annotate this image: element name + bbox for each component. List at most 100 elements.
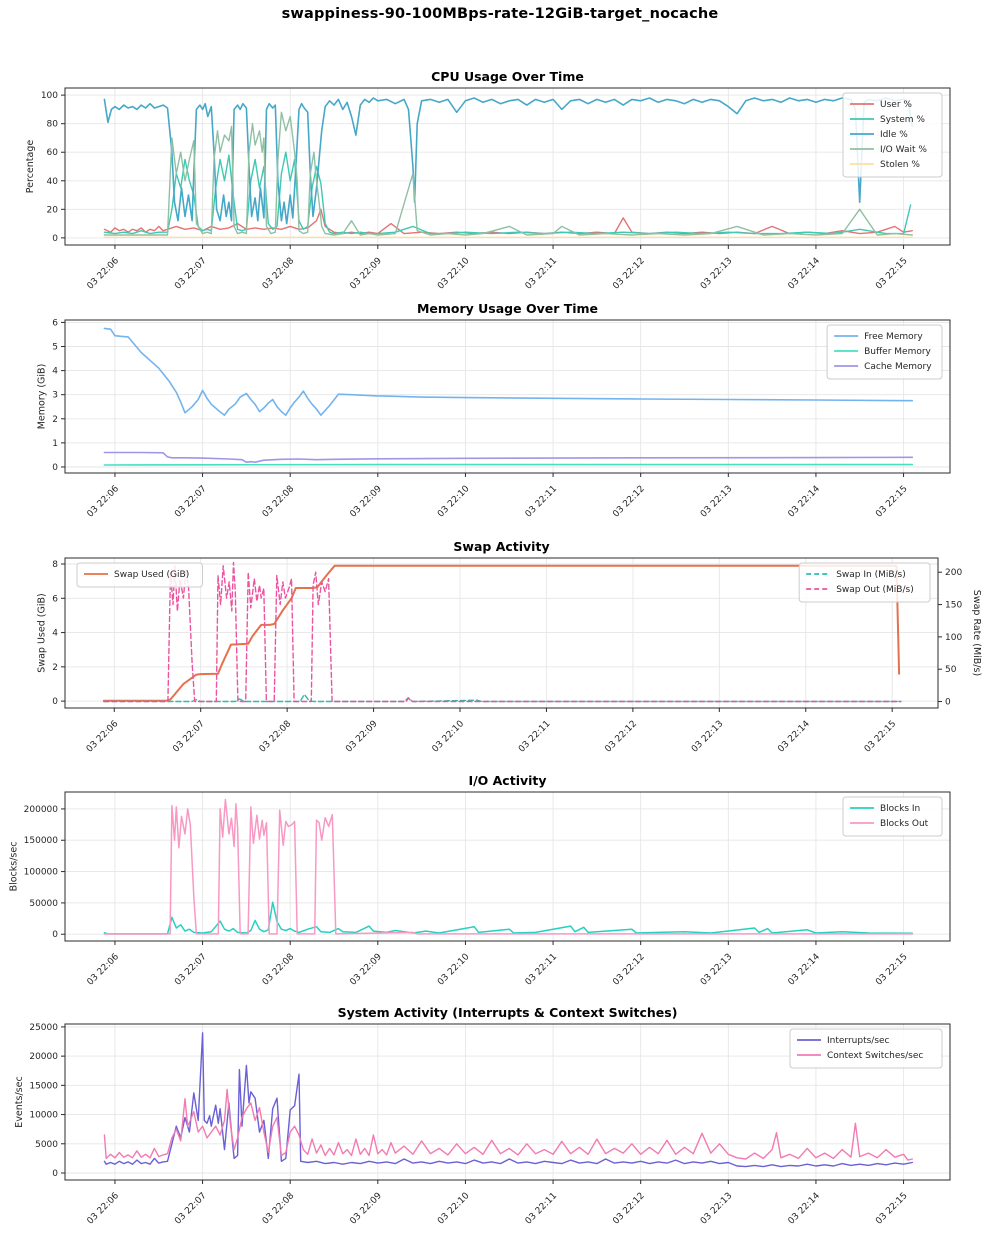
plot-border [64,1023,951,1181]
svg-text:03 22:12: 03 22:12 [603,719,639,755]
svg-text:03 22:10: 03 22:10 [431,719,467,755]
svg-text:03 22:14: 03 22:14 [787,256,823,292]
svg-text:03 22:14: 03 22:14 [787,1191,823,1227]
svg-text:40: 40 [47,177,59,187]
svg-text:03 22:10: 03 22:10 [436,952,472,988]
svg-text:03 22:06: 03 22:06 [85,719,121,755]
svg-text:03 22:07: 03 22:07 [173,1191,209,1227]
y2-axis: 0 50 100 150 200 [938,568,962,708]
svg-text:03 22:14: 03 22:14 [787,952,823,988]
y2-axis-label: Swap Rate (MiB/s) [971,590,982,676]
svg-text:03 22:14: 03 22:14 [776,719,812,755]
svg-text:6: 6 [52,318,58,328]
svg-text:150000: 150000 [24,836,59,846]
legend: Swap Used (GiB) [76,562,203,588]
x-axis: 03 22:06 03 22:07 03 22:08 03 22:09 03 22:10… [86,245,910,292]
svg-text:0: 0 [52,234,58,244]
y-axis: 0 2 4 6 8 [52,560,65,707]
legend-label-stolen: Stolen % [880,160,920,170]
svg-text:150: 150 [945,601,962,611]
svg-text:03 22:11: 03 22:11 [524,256,560,292]
chart-cpu-usage-over-time: 03 22:06 03 22:07 03 22:08 03 22:09 03 22:10… [25,69,951,292]
svg-text:03 22:12: 03 22:12 [611,1191,647,1227]
svg-text:0: 0 [52,463,58,473]
y-axis-label: Percentage [25,140,36,194]
svg-text:03 22:07: 03 22:07 [173,952,209,988]
svg-text:03 22:09: 03 22:09 [344,719,380,755]
legend-label-blocks-out: Blocks Out [880,819,929,829]
gridlines [65,792,950,941]
legend-label-swap-in-mib-s: Swap In (MiB/s) [836,570,906,580]
plot-border [64,87,951,246]
svg-text:0: 0 [52,697,58,707]
x-axis: 03 22:06 03 22:07 03 22:08 03 22:09 03 22:10… [86,941,910,988]
legend: User % System % Idle % I/O Wait % Stolen % [842,92,943,178]
svg-text:03 22:08: 03 22:08 [261,484,297,520]
chart-title: Memory Usage Over Time [417,301,598,316]
series-idle [103,97,914,225]
svg-text:03 22:11: 03 22:11 [524,952,560,988]
svg-text:03 22:06: 03 22:06 [86,484,122,520]
svg-text:2: 2 [52,415,58,425]
svg-text:03 22:08: 03 22:08 [258,719,294,755]
svg-text:03 22:15: 03 22:15 [874,952,910,988]
svg-text:6: 6 [52,594,58,604]
svg-text:03 22:06: 03 22:06 [86,1191,122,1227]
svg-text:03 22:13: 03 22:13 [699,1191,735,1227]
x-axis: 03 22:06 03 22:07 03 22:08 03 22:09 03 22:10… [86,1180,910,1227]
svg-text:03 22:09: 03 22:09 [348,256,384,292]
svg-text:3: 3 [52,391,58,401]
svg-text:03 22:15: 03 22:15 [874,484,910,520]
svg-text:200000: 200000 [24,805,59,815]
series-swap-used-gib [102,564,901,702]
svg-text:03 22:08: 03 22:08 [261,952,297,988]
svg-text:200: 200 [945,568,962,578]
svg-text:03 22:13: 03 22:13 [699,952,735,988]
figure-title: swappiness-90-100MBps-rate-12GiB-target_… [281,6,719,22]
y-axis: 0 1 2 3 4 5 6 [52,318,65,473]
svg-text:15000: 15000 [29,1081,58,1091]
svg-text:4: 4 [52,629,58,639]
y-axis-label: Blocks/sec [8,842,19,892]
svg-text:03 22:10: 03 22:10 [436,256,472,292]
legend-label-swap-used-gib: Swap Used (GiB) [114,570,189,580]
legend-label-buffer-memory: Buffer Memory [864,347,931,357]
svg-text:03 22:15: 03 22:15 [874,256,910,292]
series-context-switches-sec [103,1088,913,1161]
y-axis: 0 20 40 60 80 100 [41,91,65,244]
svg-text:4: 4 [52,367,58,377]
svg-text:03 22:13: 03 22:13 [699,484,735,520]
y-axis-label: Memory (GiB) [36,364,47,430]
series-blocks-out [103,798,914,935]
legend: Swap In (MiB/s) Swap Out (MiB/s) [798,562,931,603]
svg-text:03 22:09: 03 22:09 [348,484,384,520]
legend-label-context-switches-sec: Context Switches/sec [827,1051,923,1061]
y-axis-label: Events/sec [14,1076,25,1127]
series-cache-memory [103,451,914,464]
chart-memory-usage-over-time: 03 22:06 03 22:07 03 22:08 03 22:09 03 22:10… [36,301,951,520]
svg-text:03 22:07: 03 22:07 [173,484,209,520]
svg-text:60: 60 [47,148,59,158]
svg-text:80: 80 [47,120,59,130]
svg-text:100: 100 [41,91,58,101]
svg-text:03 22:11: 03 22:11 [524,1191,560,1227]
svg-text:03 22:07: 03 22:07 [171,719,207,755]
svg-text:03 22:12: 03 22:12 [611,952,647,988]
svg-text:0: 0 [52,1169,58,1179]
svg-text:03 22:12: 03 22:12 [611,484,647,520]
y-axis: 0 50000 100000 150000 200000 [24,805,65,940]
svg-text:03 22:09: 03 22:09 [348,1191,384,1227]
legend-label-blocks-in: Blocks In [880,804,920,814]
chart-title: I/O Activity [468,773,546,788]
svg-text:100000: 100000 [24,868,59,878]
chart-title: CPU Usage Over Time [431,69,584,84]
chart-title: Swap Activity [453,539,549,554]
svg-text:03 22:10: 03 22:10 [436,484,472,520]
svg-text:0: 0 [945,698,951,708]
y-axis-label: Swap Used (GiB) [36,593,47,672]
legend-label-user: User % [880,100,912,110]
svg-text:5000: 5000 [35,1140,58,1150]
svg-text:25000: 25000 [29,1023,58,1033]
